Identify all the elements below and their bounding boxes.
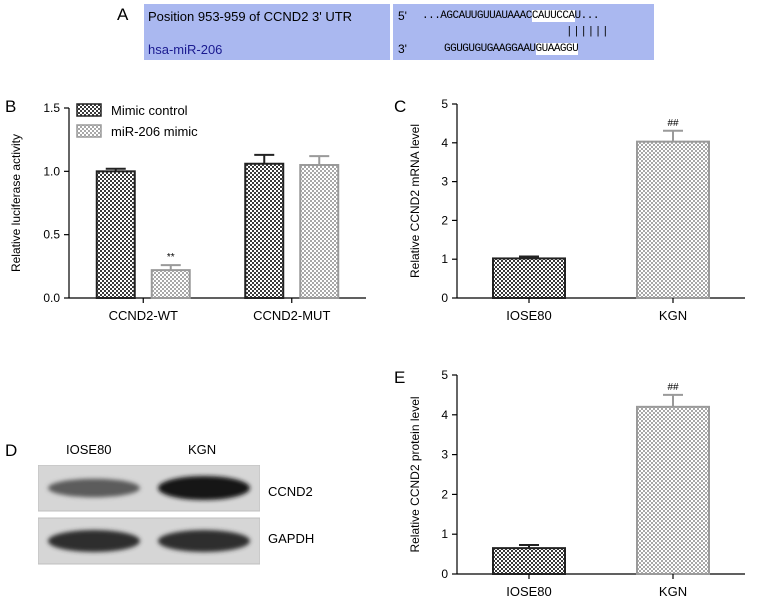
y-tick-label: 3	[441, 175, 448, 189]
blot-lane-label-0: IOSE80	[66, 442, 112, 457]
utr-seq-part: ...AGCAUUGUUAUAAAC	[422, 10, 532, 22]
y-tick-label: 1	[441, 252, 448, 266]
blot-band	[48, 478, 140, 498]
mrna-chart: 0 1 2 3 4 5 Relative CCND2 mRNA level IOSE80 ## K…	[408, 97, 745, 323]
blot-border	[38, 517, 260, 565]
y-tick-label: 0	[441, 567, 448, 581]
bar	[492, 257, 566, 299]
y-tick-label: 3	[441, 448, 448, 462]
panel-label-e: E	[394, 368, 406, 387]
x-tick-label: KGN	[659, 584, 687, 599]
panel-label-c: C	[394, 97, 407, 116]
mir-seed-highlight: GUAAGGU	[535, 43, 579, 55]
mir-seq-part: GGUGUGUGAAGGAAU	[444, 43, 536, 55]
y-tick-label: 2	[441, 487, 448, 501]
pairing-lines: ||||||	[566, 26, 610, 38]
protein-chart: 0 1 2 3 4 5 Relative CCND2 protein level IOSE80…	[408, 368, 745, 599]
x-tick-label: IOSE80	[506, 584, 552, 599]
blot-band	[48, 530, 140, 552]
y-axis-label: Relative CCND2 mRNA level	[408, 124, 422, 278]
bar	[95, 170, 136, 299]
y-tick-label: 0.5	[43, 228, 60, 242]
bar	[244, 162, 285, 299]
bar	[492, 547, 566, 576]
significance-label: **	[167, 252, 175, 263]
blot-row-label-0: CCND2	[268, 484, 313, 499]
utr-end-label: 5'	[398, 9, 407, 23]
legend-swatch	[76, 124, 102, 138]
x-tick-label: CCND2-WT	[109, 308, 178, 323]
mir-sequence: GGUGUGUGAAGGAAUGUAAGGU	[444, 43, 579, 55]
x-tick-label: KGN	[659, 308, 687, 323]
utr-sequence: ...AGCAUUGUUAUAAACCAUUCCAU...	[422, 10, 599, 22]
x-tick-label: IOSE80	[506, 308, 552, 323]
x-tick-label: CCND2-MUT	[253, 308, 330, 323]
blot-row-label-1: GAPDH	[268, 531, 315, 546]
blot-lane-label-1: KGN	[188, 442, 217, 457]
y-axis-label: Relative luciferase activity	[9, 134, 23, 272]
luciferase-chart: 0.0 0.5 1.0 1.5 Relative luciferase activity…	[9, 101, 366, 323]
legend-label: miR-206 mimic	[111, 124, 198, 139]
y-tick-label: 5	[441, 97, 448, 111]
y-tick-label: 4	[441, 136, 448, 150]
mir-label: hsa-miR-206	[148, 42, 223, 57]
panel-label-a: A	[117, 5, 129, 24]
legend-swatch	[76, 103, 102, 117]
bar	[299, 164, 340, 299]
y-tick-label: 0	[441, 291, 448, 305]
y-tick-label: 2	[441, 213, 448, 227]
blot-band	[158, 530, 250, 552]
utr-seed-highlight: CAUUCCA	[531, 10, 575, 22]
blot-band	[158, 476, 250, 500]
y-axis-label: Relative CCND2 protein level	[408, 396, 422, 552]
panel-label-d: D	[5, 441, 18, 460]
panel-label-b: B	[5, 97, 17, 116]
y-tick-label: 4	[441, 408, 448, 422]
blot-border	[38, 465, 260, 512]
alignment-panel: Position 953-959 of CCND2 3' UTR hsa-miR…	[144, 4, 654, 60]
y-tick-label: 1	[441, 527, 448, 541]
utr-seq-tail: U...	[574, 10, 600, 22]
y-tick-label: 5	[441, 368, 448, 382]
y-tick-label: 1.0	[43, 164, 60, 178]
bar	[636, 140, 710, 299]
mir-end-label: 3'	[398, 42, 407, 56]
alignment-divider	[390, 4, 393, 60]
utr-label: Position 953-959 of CCND2 3' UTR	[148, 9, 353, 24]
significance-label: ##	[667, 382, 679, 393]
bar	[150, 269, 191, 299]
bar	[636, 405, 710, 576]
y-tick-label: 0.0	[43, 291, 60, 305]
legend-label: Mimic control	[111, 103, 188, 118]
significance-label: ##	[667, 118, 679, 129]
y-tick-label: 1.5	[43, 101, 60, 115]
western-blot	[38, 465, 260, 565]
